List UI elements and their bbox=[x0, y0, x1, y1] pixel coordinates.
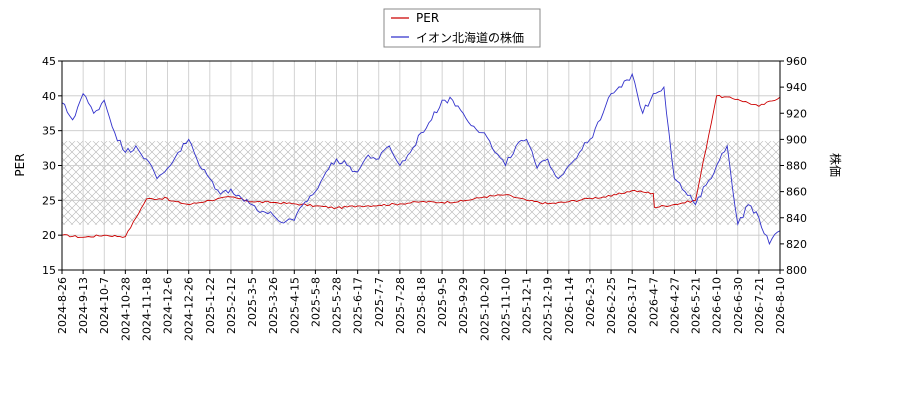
x-tick-label: 2026-2-3 bbox=[584, 277, 597, 327]
x-axis-ticks: 2024-8-26 2024-9-13 2024-10-7 2024-10-28 202… bbox=[56, 270, 787, 341]
legend-label-price: イオン北海道の株価 bbox=[416, 30, 524, 45]
x-tick-label: 2025-12-19 bbox=[542, 277, 555, 341]
x-tick-label: 2026-7-21 bbox=[753, 277, 766, 334]
x-tick-label: 2026-2-25 bbox=[605, 277, 618, 334]
x-tick-label: 2026-5-21 bbox=[690, 277, 703, 334]
x-tick-label: 2024-9-13 bbox=[77, 277, 90, 334]
right-axis-ticks: 800 820 840 860 880 900 920 940 960 bbox=[780, 55, 807, 277]
x-tick-label: 2024-10-7 bbox=[98, 277, 111, 334]
left-tick-label: 40 bbox=[42, 90, 56, 103]
legend-box bbox=[383, 8, 541, 48]
x-tick-label: 2025-7-28 bbox=[394, 277, 407, 334]
left-tick-label: 30 bbox=[42, 160, 56, 173]
left-tick-label: 25 bbox=[42, 194, 56, 207]
x-tick-label: 2024-11-18 bbox=[140, 277, 153, 341]
left-axis-ticks: 15 20 25 30 35 40 45 bbox=[42, 55, 62, 277]
x-tick-label: 2026-6-30 bbox=[732, 277, 745, 334]
x-tick-label: 2025-1-22 bbox=[204, 277, 217, 334]
left-tick-label: 45 bbox=[42, 55, 56, 68]
right-tick-label: 920 bbox=[786, 107, 807, 120]
right-tick-label: 940 bbox=[786, 81, 807, 94]
x-tick-label: 2025-10-20 bbox=[478, 277, 491, 341]
x-tick-label: 2025-8-18 bbox=[415, 277, 428, 334]
x-tick-label: 2025-11-10 bbox=[499, 277, 512, 341]
x-tick-label: 2026-6-10 bbox=[711, 277, 724, 334]
right-tick-label: 960 bbox=[786, 55, 807, 68]
x-tick-label: 2025-9-5 bbox=[436, 277, 449, 327]
x-tick-label: 2024-12-26 bbox=[183, 277, 196, 341]
x-tick-label: 2024-10-28 bbox=[119, 277, 132, 341]
right-tick-label: 800 bbox=[786, 264, 807, 277]
x-tick-label: 2026-1-14 bbox=[563, 277, 576, 334]
x-tick-label: 2025-6-17 bbox=[352, 277, 365, 334]
x-tick-label: 2025-5-8 bbox=[309, 277, 322, 327]
right-tick-label: 900 bbox=[786, 133, 807, 146]
series-line-per bbox=[62, 94, 780, 238]
right-axis-title: 株価 bbox=[828, 153, 843, 177]
x-tick-label: 2025-4-15 bbox=[288, 277, 301, 334]
x-tick-label: 2025-5-28 bbox=[331, 277, 344, 334]
x-tick-label: 2025-7-7 bbox=[373, 277, 386, 327]
right-tick-label: 820 bbox=[786, 238, 807, 251]
x-tick-label: 2026-3-17 bbox=[626, 277, 639, 334]
x-tick-label: 2025-3-5 bbox=[246, 277, 259, 327]
right-tick-label: 880 bbox=[786, 160, 807, 173]
x-tick-label: 2025-3-26 bbox=[267, 277, 280, 334]
legend-label-per: PER bbox=[416, 11, 439, 25]
x-tick-label: 2026-4-7 bbox=[647, 277, 660, 327]
x-tick-label: 2025-2-12 bbox=[225, 277, 238, 334]
grid-lines bbox=[61, 60, 781, 271]
left-tick-label: 20 bbox=[42, 229, 56, 242]
left-axis-title: PER bbox=[13, 153, 27, 176]
right-tick-label: 840 bbox=[786, 212, 807, 225]
left-tick-label: 15 bbox=[42, 264, 56, 277]
x-tick-label: 2025-9-29 bbox=[457, 277, 470, 334]
x-tick-label: 2025-12-1 bbox=[521, 277, 534, 334]
legend: PER イオン北海道の株価 bbox=[383, 8, 541, 48]
left-tick-label: 35 bbox=[42, 125, 56, 138]
x-tick-label: 2024-12-6 bbox=[162, 277, 175, 334]
x-tick-label: 2024-8-26 bbox=[56, 277, 69, 334]
x-tick-label: 2026-8-10 bbox=[774, 277, 787, 334]
series-lines bbox=[62, 72, 780, 246]
series-line-stock-price bbox=[62, 72, 780, 246]
right-tick-label: 860 bbox=[786, 186, 807, 199]
x-tick-label: 2026-4-27 bbox=[668, 277, 681, 334]
